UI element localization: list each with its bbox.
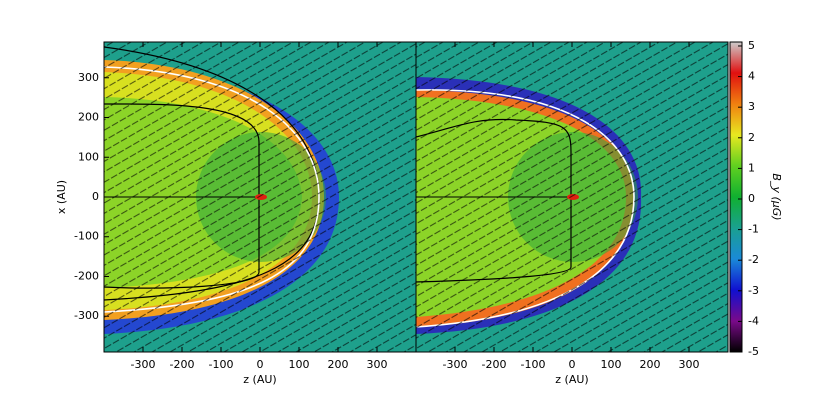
y-tick-label: -100 bbox=[74, 230, 99, 243]
x-tick-label: 100 bbox=[289, 358, 310, 371]
colorbar bbox=[729, 41, 743, 353]
y-tick-label: 100 bbox=[78, 150, 99, 163]
colorbar-tick-label: 4 bbox=[748, 70, 755, 83]
y-tick-label: -300 bbox=[74, 309, 99, 322]
x-tick-label: 300 bbox=[679, 358, 700, 371]
colorbar-tick-label: -2 bbox=[748, 253, 759, 266]
field-map bbox=[416, 42, 728, 352]
x-axis-label: z (AU) bbox=[555, 373, 588, 386]
colorbar-tick-label: -1 bbox=[748, 223, 759, 236]
x-axis-label: z (AU) bbox=[243, 373, 276, 386]
x-tick-label: -300 bbox=[131, 358, 156, 371]
x-tick-label: -100 bbox=[209, 358, 234, 371]
y-tick-label: 200 bbox=[78, 111, 99, 124]
colorbar-tick-label: 2 bbox=[748, 131, 755, 144]
colorbar-tick-label: -3 bbox=[748, 284, 759, 297]
x-tick-label: 200 bbox=[328, 358, 349, 371]
x-tick-label: 300 bbox=[367, 358, 388, 371]
y-tick-label: 0 bbox=[92, 190, 99, 203]
field-map bbox=[104, 42, 416, 352]
x-tick-label: 0 bbox=[257, 358, 264, 371]
y-axis-label: x (AU) bbox=[55, 180, 68, 214]
colorbar-tick-label: -4 bbox=[748, 314, 759, 327]
x-tick-label: -200 bbox=[170, 358, 195, 371]
colorbar-tick-label: 5 bbox=[748, 39, 755, 52]
colorbar-tick-label: -5 bbox=[748, 345, 759, 358]
x-tick-label: 0 bbox=[569, 358, 576, 371]
x-tick-label: -300 bbox=[443, 358, 468, 371]
x-tick-label: -200 bbox=[482, 358, 507, 371]
y-tick-label: 300 bbox=[78, 71, 99, 84]
x-tick-label: -100 bbox=[521, 358, 546, 371]
x-tick-label: 200 bbox=[640, 358, 661, 371]
colorbar-tick-label: 3 bbox=[748, 100, 755, 113]
colorbar-tick-label: 1 bbox=[748, 161, 755, 174]
y-tick-label: -200 bbox=[74, 269, 99, 282]
x-tick-label: 100 bbox=[601, 358, 622, 371]
colorbar-label: B_y (μG) bbox=[770, 173, 783, 220]
colorbar-tick-label: 0 bbox=[748, 192, 755, 205]
